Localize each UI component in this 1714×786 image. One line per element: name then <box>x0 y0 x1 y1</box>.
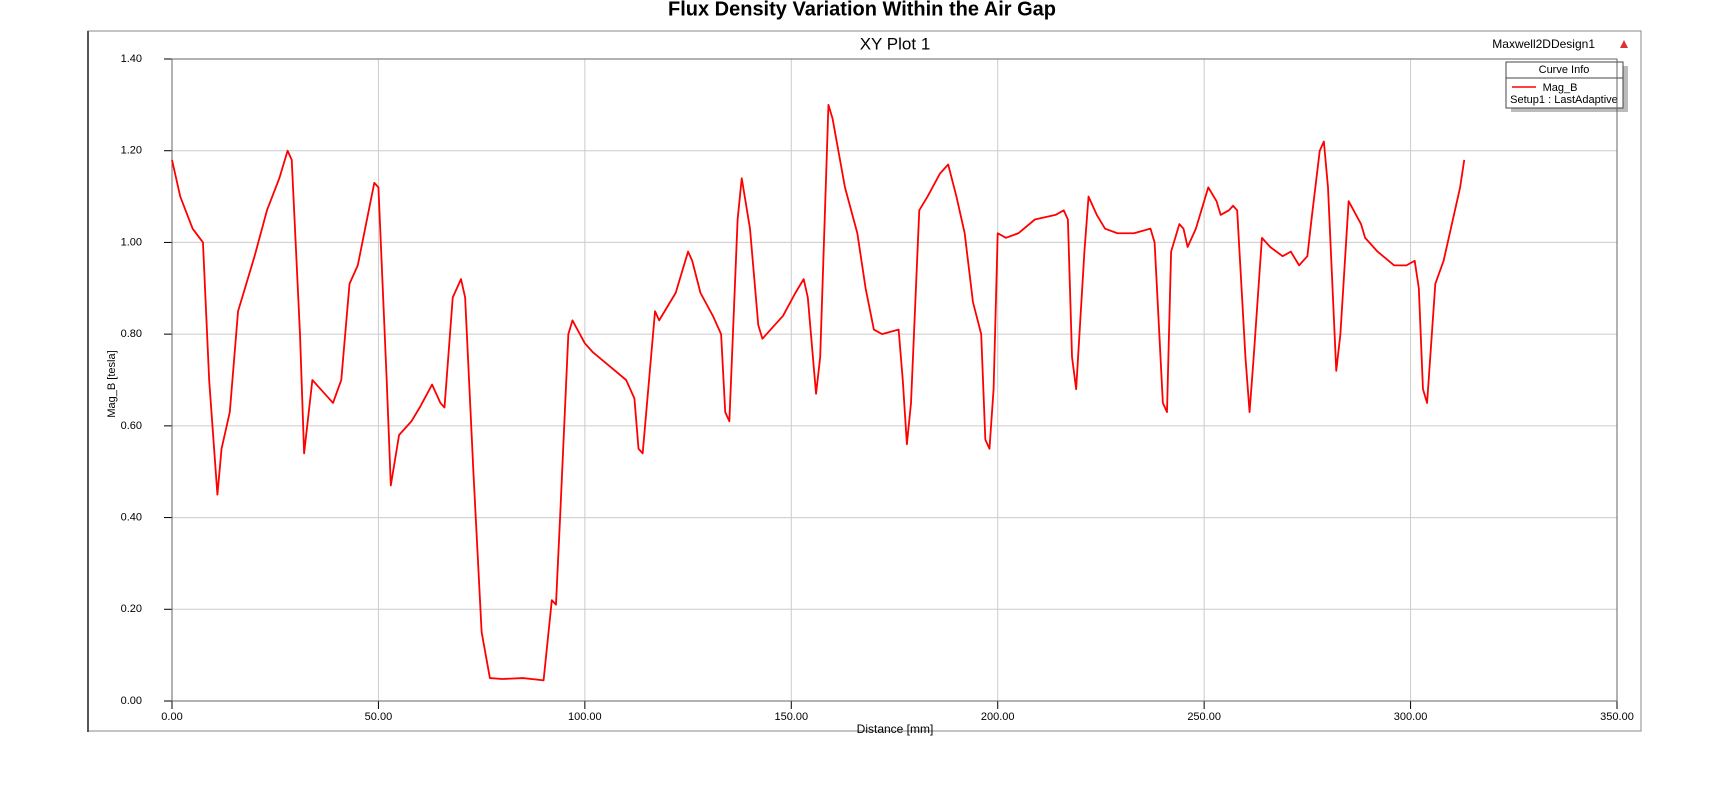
x-tick-label: 350.00 <box>1600 711 1634 723</box>
plot-subtitle: XY Plot 1 <box>860 34 931 53</box>
x-axis-label: Distance [mm] <box>857 722 934 736</box>
design-name: Maxwell2DDesign1 <box>1492 37 1595 51</box>
legend-entry: Mag_B <box>1543 82 1578 94</box>
y-tick-label: 1.00 <box>121 236 142 248</box>
plot-frame <box>87 30 1642 732</box>
x-tick-label: 50.00 <box>365 711 393 723</box>
legend: Curve Info Mag_B Setup1 : LastAdaptive <box>1505 61 1628 112</box>
y-axis-label: Mag_B [tesla] <box>106 350 118 417</box>
plot-area <box>171 58 1618 702</box>
y-tick-label: 1.40 <box>121 53 142 65</box>
legend-title: Curve Info <box>1539 64 1590 76</box>
legend-box <box>1505 61 1624 109</box>
x-tick-label: 200.00 <box>981 711 1015 723</box>
x-tick-label: 0.00 <box>161 711 182 723</box>
chart-title: Flux Density Variation Within the Air Ga… <box>668 0 1056 20</box>
y-tick-label: 0.00 <box>121 695 142 707</box>
y-tick-label: 0.20 <box>121 603 142 615</box>
legend-setup: Setup1 : LastAdaptive <box>1510 94 1618 106</box>
data-line <box>171 103 1466 682</box>
y-tick-label: 1.20 <box>121 145 142 157</box>
x-tick-label: 250.00 <box>1187 711 1221 723</box>
y-tick-label: 0.40 <box>121 511 142 523</box>
logo-icon <box>1620 40 1628 48</box>
x-tick-label: 300.00 <box>1394 711 1428 723</box>
y-tick-label: 0.80 <box>121 328 142 340</box>
y-tick-label: 0.60 <box>121 420 142 432</box>
x-tick-label: 150.00 <box>774 711 808 723</box>
x-tick-label: 100.00 <box>568 711 602 723</box>
